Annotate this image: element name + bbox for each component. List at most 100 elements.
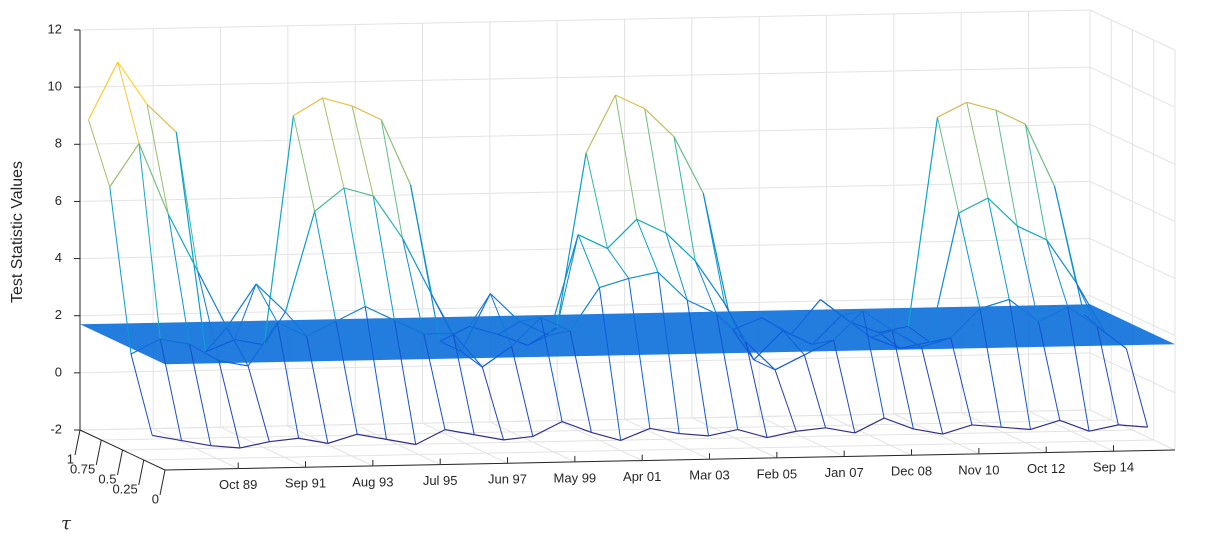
mesh-line: [276, 322, 300, 439]
mesh-line: [598, 287, 622, 441]
mesh-line: [1038, 321, 1061, 421]
tick: [159, 469, 166, 496]
mesh-line: [519, 316, 541, 323]
mesh-line: [620, 427, 651, 441]
mesh-line: [987, 197, 1018, 227]
mesh-line: [511, 346, 534, 437]
mesh-line: [548, 234, 579, 336]
mesh-line: [386, 438, 416, 446]
mesh-line: [591, 431, 621, 442]
mesh-line: [1125, 348, 1149, 428]
mesh-line: [292, 115, 316, 212]
axis-line: [79, 429, 166, 471]
mesh-line: [569, 287, 600, 332]
mesh-line: [1075, 281, 1098, 327]
mesh-line: [891, 329, 922, 348]
mesh-line: [130, 353, 153, 436]
mesh-line: [577, 234, 608, 249]
mesh-line: [628, 278, 651, 429]
mesh-line: [732, 329, 755, 361]
mesh-line: [694, 260, 717, 315]
mesh-line: [644, 108, 675, 138]
mesh-line: [351, 105, 374, 197]
mesh-line: [364, 306, 387, 440]
tick: [95, 439, 102, 466]
mesh-line: [197, 270, 228, 328]
mesh-line: [130, 338, 161, 355]
mesh-line: [1001, 426, 1031, 431]
mesh-line: [745, 341, 768, 438]
grid-line: [79, 66, 1091, 88]
mesh-line: [607, 248, 630, 279]
mesh-line: [673, 136, 704, 194]
tick: [74, 429, 81, 456]
tau-tick-label: 0.5: [98, 471, 116, 486]
mesh-line: [585, 152, 608, 249]
mesh-line: [665, 232, 696, 262]
mesh-line: [146, 104, 169, 215]
mesh-line: [766, 430, 797, 439]
tau-tick-label: 0.75: [70, 461, 95, 476]
mesh-line: [439, 325, 470, 342]
mesh-line: [335, 321, 358, 435]
x-tick-label: Nov 10: [958, 462, 999, 477]
mesh-line: [878, 325, 909, 334]
mesh-line: [402, 238, 425, 335]
mesh-line: [335, 305, 366, 322]
mesh-line: [277, 321, 307, 337]
mesh-line: [511, 316, 542, 347]
mesh-line: [481, 366, 505, 441]
mesh-line: [825, 427, 855, 434]
x-tick-label: Apr 01: [623, 469, 661, 484]
mesh-line: [745, 341, 776, 371]
mesh-line: [607, 218, 638, 249]
mesh-line: [247, 365, 270, 442]
mesh-line: [468, 293, 491, 327]
mesh-line: [393, 320, 417, 445]
mesh-line: [146, 103, 177, 133]
tick: [138, 459, 145, 486]
mesh-line: [314, 211, 337, 322]
mesh-line: [665, 232, 688, 301]
mesh-line: [1046, 239, 1077, 283]
mesh-line: [239, 441, 270, 449]
mesh-line: [942, 424, 973, 435]
z-tick-label: 10: [48, 79, 62, 94]
grid-line: [79, 123, 1091, 145]
x-tick-label: Jul 95: [423, 473, 458, 488]
mesh-line: [913, 428, 943, 435]
mesh-line: [995, 109, 1026, 125]
mesh-line: [782, 330, 805, 356]
mesh-line: [263, 311, 286, 346]
z-tick-label: 12: [48, 21, 62, 36]
mesh-line: [966, 102, 989, 199]
mesh-line: [950, 337, 973, 426]
mesh-line: [1038, 306, 1069, 323]
mesh-line: [372, 195, 403, 239]
mesh-line: [197, 270, 220, 361]
z-tick-label: 2: [55, 307, 62, 322]
tau-tick-label: 0.25: [112, 481, 137, 496]
mesh-line: [498, 333, 528, 346]
mesh-line: [285, 311, 308, 337]
mesh-line: [577, 234, 600, 288]
mesh-line: [971, 424, 1002, 428]
mesh-line: [1017, 225, 1047, 241]
mesh-line: [210, 445, 241, 449]
mesh-line: [343, 187, 366, 307]
mesh-line: [833, 310, 864, 341]
grid-line: [79, 352, 1091, 374]
mesh-line: [937, 101, 968, 118]
mesh-line: [958, 212, 981, 309]
mesh-line: [364, 305, 395, 321]
mesh-line: [966, 101, 997, 111]
mesh-line: [205, 327, 228, 353]
mesh-line: [527, 327, 558, 346]
mesh-line: [263, 115, 295, 345]
mesh-line: [401, 237, 433, 296]
mesh-line: [628, 271, 659, 280]
mesh-line: [1016, 225, 1040, 322]
mesh-line: [532, 421, 563, 437]
mesh-line: [1088, 424, 1119, 432]
mesh-line: [958, 197, 989, 214]
